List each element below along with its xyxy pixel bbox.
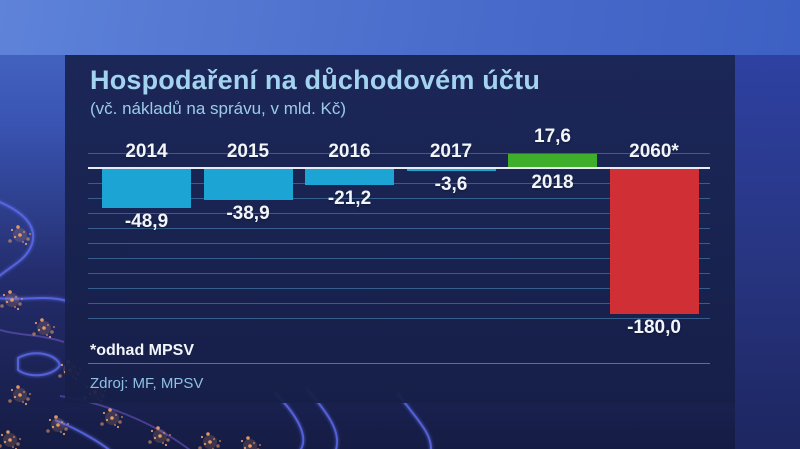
footer-divider xyxy=(88,363,710,364)
category-label-2016: 2016 xyxy=(328,141,371,162)
gridline xyxy=(88,318,710,319)
gridline xyxy=(88,303,710,304)
category-label-2017: 2017 xyxy=(429,141,473,162)
chart-title: Hospodaření na důchodovém účtu xyxy=(90,65,541,95)
value-label-2015: -38,9 xyxy=(226,203,270,224)
background-top-band xyxy=(0,0,800,55)
gridline xyxy=(88,198,710,199)
value-label-2018: 17,6 xyxy=(534,126,571,147)
category-label-2018: 2018 xyxy=(531,172,574,193)
gridline xyxy=(88,228,710,229)
gridline xyxy=(88,243,710,244)
bar-2014 xyxy=(102,168,191,208)
gridline xyxy=(88,288,710,289)
bar-2015 xyxy=(203,168,293,200)
gridline xyxy=(88,258,710,259)
value-label-2014: -48,9 xyxy=(124,211,169,232)
gridline xyxy=(88,213,710,214)
category-label-2014: 2014 xyxy=(125,141,168,162)
gridline xyxy=(88,183,710,184)
chart-subtitle: (vč. nákladů na správu, v mld. Kč) xyxy=(90,99,347,118)
estimate-note: *odhad MPSV xyxy=(90,342,195,359)
category-label-2060: 2060* xyxy=(629,141,679,162)
value-label-2060: -180,0 xyxy=(627,317,681,338)
source-credit: Zdroj: MF, MPSV xyxy=(90,375,204,392)
background-right-strip xyxy=(735,55,800,449)
value-label-2017: -3,6 xyxy=(434,174,468,195)
bar-2017 xyxy=(406,168,496,171)
bar-2018 xyxy=(508,154,597,168)
category-label-2015: 2015 xyxy=(226,141,270,162)
bar-2016 xyxy=(305,168,394,185)
bar-2060 xyxy=(609,168,699,314)
chart-panel: Hospodaření na důchodovém účtu (vč. nákl… xyxy=(65,55,735,403)
chart-area: 2014 -48,9 2015 -38,9 2016 -21,2 2017 -3,6 2018 1… xyxy=(65,55,735,403)
gridline xyxy=(88,273,710,274)
gridline xyxy=(88,153,710,154)
zero-baseline xyxy=(88,167,710,169)
value-label-2016: -21,2 xyxy=(327,188,372,209)
